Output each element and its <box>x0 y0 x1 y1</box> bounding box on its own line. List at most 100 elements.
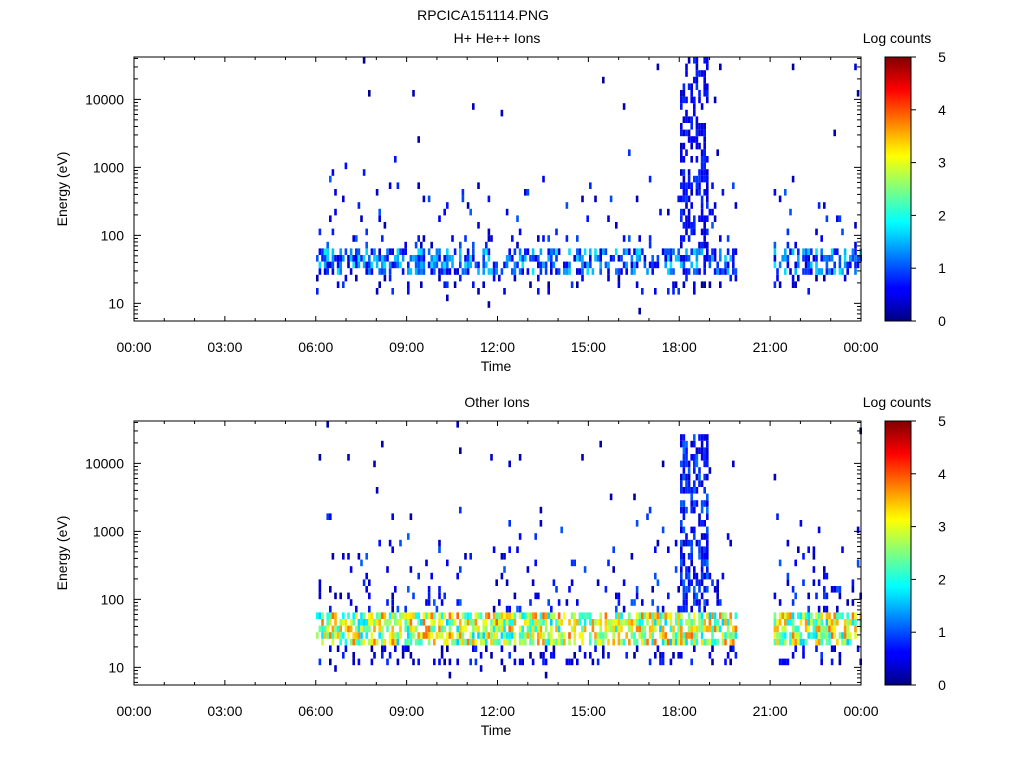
heatmap-cell <box>856 255 860 262</box>
heatmap-cell <box>682 208 686 216</box>
heatmap-cell <box>667 638 670 646</box>
heatmap-cell <box>607 652 610 659</box>
heatmap-cell <box>789 632 792 639</box>
heatmap-cell <box>456 625 459 633</box>
heatmap-cell <box>825 625 829 633</box>
heatmap-cell <box>711 208 714 216</box>
heatmap-cell <box>381 652 384 659</box>
heatmap-cell <box>435 248 439 255</box>
heatmap-cell <box>355 255 358 262</box>
heatmap-cell <box>321 625 324 633</box>
heatmap-cell <box>706 500 709 507</box>
heatmap-cell <box>599 632 602 639</box>
heatmap-cell <box>635 638 639 646</box>
heatmap-cell <box>682 473 686 481</box>
heatmap-cell <box>422 612 426 619</box>
heatmap-cell <box>477 612 480 619</box>
heatmap-cell <box>799 638 803 646</box>
heatmap-cell <box>425 559 428 567</box>
heatmap-cell <box>427 612 431 619</box>
heatmap-cell <box>698 579 701 586</box>
heatmap-cell <box>518 268 522 275</box>
heatmap-cell <box>791 632 795 639</box>
heatmap-cell <box>381 632 384 639</box>
heatmap-cell <box>703 473 706 481</box>
heatmap-cell <box>703 447 706 454</box>
heatmap-cell <box>505 632 509 639</box>
heatmap-cell <box>381 638 384 646</box>
heatmap-cell <box>711 658 714 666</box>
heatmap-cell <box>843 632 847 639</box>
heatmap-cell <box>693 434 696 441</box>
heatmap-cell <box>355 605 358 613</box>
heatmap-cell <box>685 460 688 468</box>
heatmap-cell <box>581 255 584 262</box>
heatmap-cell <box>698 539 701 547</box>
heatmap-cell <box>339 638 342 646</box>
heatmap-cell <box>357 619 361 626</box>
heatmap-cell <box>825 255 829 262</box>
heatmap-cell <box>682 592 686 600</box>
heatmap-cell <box>687 195 691 203</box>
heatmap-cell <box>615 268 618 275</box>
heatmap-cell <box>680 96 683 104</box>
heatmap-cell <box>427 625 431 633</box>
heatmap-cell <box>420 255 423 262</box>
heatmap-cell <box>708 652 712 659</box>
heatmap-cell <box>508 546 511 553</box>
heatmap-cell <box>781 632 784 639</box>
heatmap-cell <box>568 261 571 269</box>
heatmap-cell <box>490 619 493 626</box>
heatmap-cell <box>388 638 392 646</box>
heatmap-cell <box>396 182 400 189</box>
heatmap-cell <box>433 619 436 626</box>
heatmap-cell <box>695 182 699 189</box>
heatmap-cell <box>823 632 826 639</box>
heatmap-cell <box>807 255 810 262</box>
heatmap-cell <box>706 202 709 209</box>
heatmap-cell <box>708 467 712 474</box>
heatmap-cell <box>440 632 444 639</box>
heatmap-cell <box>786 612 790 619</box>
heatmap-cell <box>669 261 673 269</box>
heatmap-cell <box>511 625 514 633</box>
heatmap-cell <box>401 248 405 255</box>
heatmap-cell <box>729 612 732 619</box>
heatmap-cell <box>687 487 691 494</box>
heatmap-cell <box>700 447 704 454</box>
colorbar-tick-label: 3 <box>938 155 946 171</box>
heatmap-cell <box>784 658 787 666</box>
heatmap-cell <box>537 255 540 262</box>
heatmap-cell <box>388 619 392 626</box>
heatmap-cell <box>323 632 327 639</box>
heatmap-cell <box>810 612 813 619</box>
heatmap-cell <box>599 625 602 633</box>
heatmap-cell <box>685 454 688 461</box>
heatmap-cell <box>630 619 634 626</box>
heatmap-cell <box>838 255 842 262</box>
heatmap-cell <box>456 268 459 275</box>
heatmap-cell <box>456 421 459 428</box>
heatmap-cell <box>375 261 379 269</box>
heatmap-cell <box>690 96 693 104</box>
heatmap-cell <box>854 632 857 639</box>
heatmap-cell <box>685 189 688 196</box>
heatmap-cell <box>464 255 467 262</box>
heatmap-cell <box>656 619 660 626</box>
heatmap-cell <box>633 638 636 646</box>
heatmap-cell <box>318 228 322 236</box>
heatmap-cell <box>703 70 706 77</box>
heatmap-cell <box>719 599 722 606</box>
heatmap-cell <box>703 625 706 633</box>
heatmap-cell <box>700 156 704 163</box>
heatmap-cell <box>360 638 363 646</box>
heatmap-cell <box>698 599 701 606</box>
heatmap-cell <box>820 268 823 275</box>
heatmap-cell <box>812 566 816 573</box>
heatmap-cell <box>695 539 699 547</box>
heatmap-cell <box>648 506 652 514</box>
heatmap-cell <box>682 156 686 163</box>
heatmap-cell <box>732 248 735 255</box>
heatmap-cell <box>703 136 706 143</box>
heatmap-cell <box>680 500 683 507</box>
